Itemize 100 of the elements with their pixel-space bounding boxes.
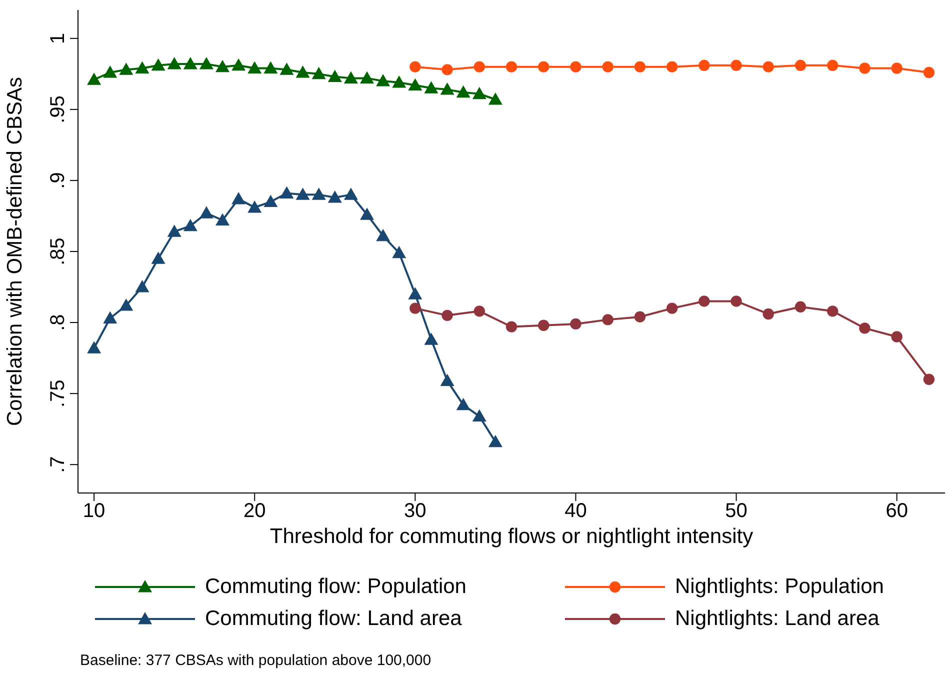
point	[442, 64, 453, 76]
point	[344, 71, 358, 84]
point	[923, 66, 935, 78]
point	[312, 188, 326, 200]
point	[376, 74, 390, 86]
point	[167, 224, 182, 237]
point	[794, 60, 806, 72]
point	[344, 188, 358, 200]
legend-label: Commuting flow: Population	[205, 575, 466, 599]
point	[634, 61, 646, 72]
y-tick-label: .8	[47, 314, 69, 331]
point	[474, 306, 485, 317]
point	[280, 62, 294, 75]
point	[360, 208, 374, 220]
point	[602, 61, 614, 72]
point	[296, 66, 310, 78]
point	[424, 81, 438, 94]
point	[280, 186, 294, 199]
point	[762, 61, 774, 72]
text: Baseline: 377 CBSAs with population above 100,000	[80, 652, 432, 669]
point	[216, 213, 230, 226]
point	[360, 71, 374, 84]
point	[248, 200, 262, 213]
point	[570, 318, 582, 330]
x-tick-label: 20	[243, 500, 266, 522]
point	[488, 434, 502, 448]
point	[698, 60, 710, 72]
legend-label: Nightlights: Land area	[675, 607, 880, 631]
point	[730, 296, 742, 307]
point	[119, 298, 134, 311]
point	[232, 58, 246, 71]
legend-label: Commuting flow: Land area	[205, 607, 462, 631]
point	[440, 374, 454, 386]
point	[328, 190, 342, 203]
point	[151, 58, 166, 71]
point	[264, 61, 278, 74]
point	[392, 246, 406, 258]
point	[87, 341, 102, 354]
point	[827, 60, 838, 72]
point	[827, 306, 838, 317]
point	[474, 61, 485, 72]
point	[666, 61, 678, 72]
point	[891, 331, 902, 342]
point	[410, 61, 421, 72]
point	[392, 75, 406, 88]
point	[167, 56, 182, 70]
point	[328, 70, 342, 82]
point	[199, 56, 214, 70]
point	[602, 314, 614, 326]
point	[408, 287, 422, 300]
point	[538, 61, 550, 72]
y-tick-label: .7	[47, 456, 69, 473]
point	[472, 86, 486, 100]
y-tick-label: .85	[47, 238, 69, 266]
point	[506, 321, 518, 332]
legend-label: Nightlights: Population	[675, 575, 884, 599]
point	[232, 192, 246, 204]
x-tick-label: 30	[404, 500, 426, 522]
point	[762, 308, 774, 320]
point	[296, 188, 310, 200]
point	[119, 62, 134, 75]
point	[135, 61, 150, 74]
point	[410, 302, 421, 314]
point	[538, 320, 550, 331]
y-tick-label: .9	[47, 172, 69, 189]
point	[456, 398, 470, 410]
x-tick-label: 50	[725, 500, 748, 522]
y-tick-label: 1	[47, 32, 69, 44]
point	[456, 85, 470, 98]
point	[248, 61, 262, 74]
point	[264, 194, 278, 208]
y-tick-label: .95	[47, 96, 69, 124]
y-tick-label: .75	[47, 380, 69, 408]
point	[570, 61, 582, 72]
point	[794, 301, 806, 313]
point	[312, 66, 326, 80]
x-tick-label: 60	[886, 500, 908, 522]
point	[87, 72, 102, 85]
point	[183, 56, 198, 70]
point	[472, 409, 486, 422]
point	[199, 206, 214, 218]
x-tick-label: 10	[82, 500, 106, 522]
point	[183, 218, 198, 232]
point	[151, 252, 166, 264]
y-axis-title: Correlation with OMB-defined CBSAs	[3, 77, 26, 426]
point	[216, 60, 230, 72]
point	[440, 82, 454, 95]
point	[923, 374, 935, 385]
point	[408, 78, 422, 91]
point	[135, 280, 150, 292]
point	[666, 302, 678, 314]
point	[103, 66, 118, 78]
x-axis-title: Threshold for commuting flows or nightlight intensity	[270, 525, 754, 548]
point	[488, 92, 502, 105]
point	[859, 62, 870, 74]
point	[506, 61, 518, 72]
point	[376, 228, 390, 242]
point	[634, 311, 646, 322]
point	[730, 60, 742, 72]
point	[698, 296, 710, 307]
